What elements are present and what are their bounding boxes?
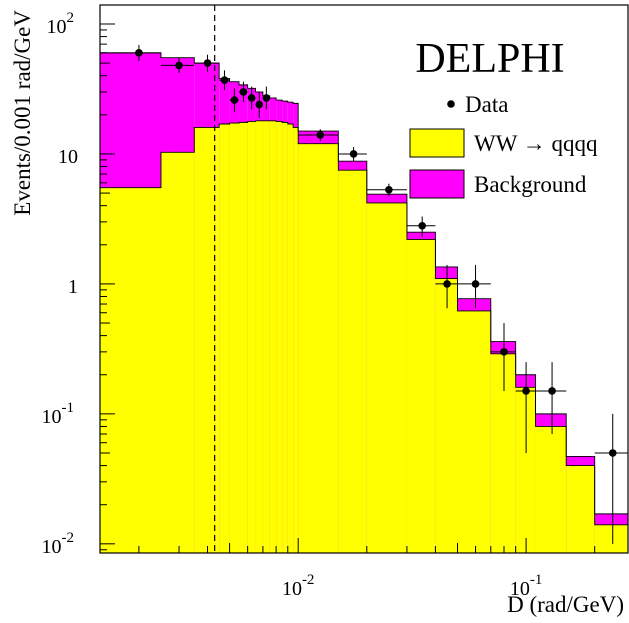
data-point <box>255 91 264 118</box>
data-marker <box>239 88 248 96</box>
data-point <box>457 264 491 309</box>
data-point <box>594 413 628 544</box>
data-marker <box>175 61 183 70</box>
data-point <box>247 86 256 110</box>
x-tick-label: 10-2 <box>282 572 315 600</box>
data-marker <box>471 280 480 288</box>
signal-bar <box>287 124 294 554</box>
signal-bar <box>566 465 595 553</box>
data-point <box>239 81 248 103</box>
data-point <box>535 362 567 434</box>
x-tick-label: 10-1 <box>510 572 543 600</box>
data-points <box>100 44 628 544</box>
signal-bar <box>298 143 339 553</box>
plot-frame <box>99 4 629 554</box>
data-point <box>160 57 195 73</box>
signal-bar <box>247 121 256 554</box>
data-point <box>435 264 458 309</box>
data-point <box>194 54 220 72</box>
signal-bar <box>269 120 277 553</box>
signal-bar <box>255 120 263 553</box>
data-point <box>366 183 407 197</box>
legend-signal-swatch <box>409 128 465 158</box>
data-marker <box>385 185 393 194</box>
data-point <box>219 70 230 91</box>
legend-background-swatch <box>409 169 465 199</box>
signal-bar <box>490 353 516 553</box>
signal-bar <box>262 120 270 553</box>
data-marker <box>220 76 229 84</box>
data-marker <box>262 94 271 102</box>
signal-bar <box>276 121 283 554</box>
legend-data-label: Data <box>465 92 508 117</box>
data-marker <box>608 449 617 457</box>
data-marker <box>548 387 556 395</box>
data-marker <box>500 348 508 356</box>
data-marker <box>418 221 426 230</box>
data-point <box>515 362 536 453</box>
data-marker <box>203 59 212 67</box>
data-point <box>262 86 271 110</box>
data-marker <box>255 100 264 109</box>
data-marker <box>135 49 143 57</box>
data-point <box>406 216 436 237</box>
signal-stack <box>100 52 628 554</box>
data-point <box>298 129 339 142</box>
data-marker <box>522 387 530 395</box>
signal-bar <box>194 127 220 554</box>
signal-bar <box>239 122 248 554</box>
y-tick-label: 1 <box>68 276 78 298</box>
y-tick-label: 10 <box>58 146 78 168</box>
data-marker <box>443 280 451 288</box>
data-point <box>229 88 240 113</box>
y-tick-label: 10-2 <box>42 530 75 558</box>
signal-bar <box>515 387 536 553</box>
legend: Data WW → qqqq Background <box>409 92 598 199</box>
signal-bar <box>219 124 230 554</box>
experiment-label: DELPHI <box>415 36 564 82</box>
signal-bar <box>338 170 367 554</box>
axis-ticks <box>100 23 596 553</box>
legend-data-marker <box>447 100 455 108</box>
background-outline <box>100 52 628 515</box>
signal-bar <box>457 310 491 553</box>
signal-bar <box>435 278 458 553</box>
data-point <box>490 323 516 391</box>
legend-background-label: Background <box>474 172 587 197</box>
signal-bar <box>293 127 299 554</box>
signal-bar <box>535 426 567 553</box>
y-axis-label: Events/0.001 rad/GeV <box>10 10 35 216</box>
signal-bar <box>366 202 407 553</box>
data-marker <box>316 131 325 139</box>
y-tick-label: 10-1 <box>42 400 75 428</box>
signal-bar <box>160 152 195 553</box>
data-point <box>338 147 367 162</box>
data-marker <box>230 96 239 104</box>
signal-bar <box>229 123 240 553</box>
y-tick-label: 102 <box>47 10 75 38</box>
data-point <box>100 44 161 61</box>
signal-bar <box>594 524 628 553</box>
x-axis-label: D (rad/GeV) <box>507 592 624 617</box>
data-marker <box>349 150 358 158</box>
signal-bar <box>282 122 288 554</box>
signal-bar <box>100 187 161 554</box>
legend-signal-label: WW → qqqq <box>474 131 598 156</box>
data-marker <box>247 94 256 102</box>
axis-tick-labels: 10-2 10-1 102 10 1 10-1 10-2 <box>42 10 543 600</box>
signal-bar <box>406 239 436 553</box>
